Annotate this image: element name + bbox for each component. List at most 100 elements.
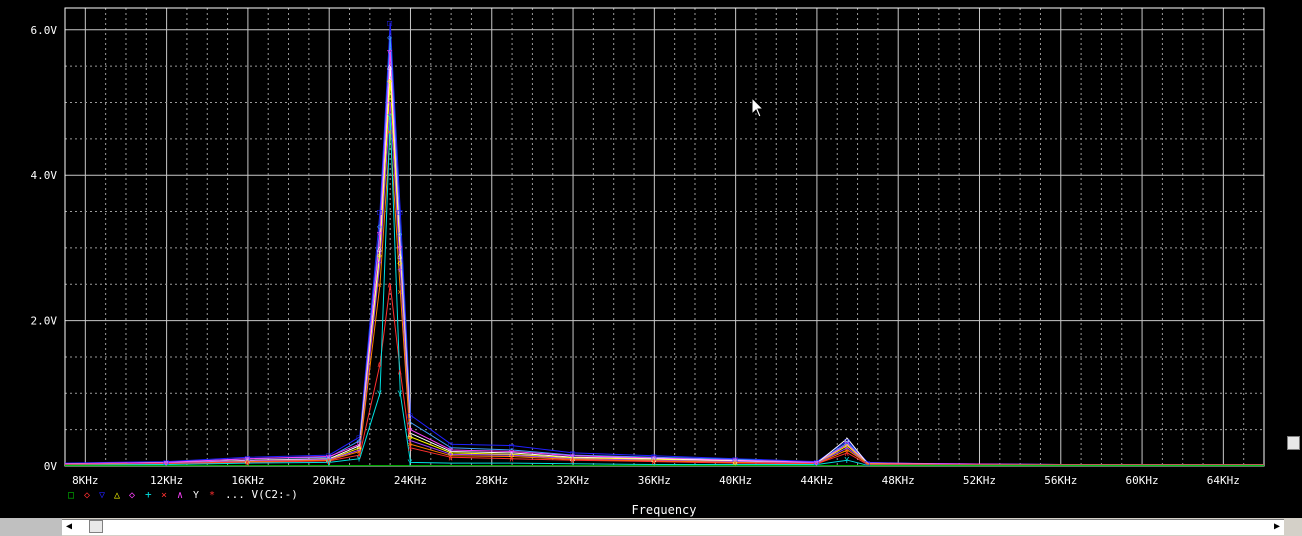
series-marker: + bbox=[509, 451, 514, 460]
series-marker: ◇ bbox=[245, 455, 250, 464]
series-marker: △ bbox=[387, 62, 392, 71]
series-marker: × bbox=[245, 458, 250, 467]
series-marker: ◇ bbox=[651, 455, 656, 464]
series-marker: + bbox=[377, 258, 382, 267]
series-marker: ◇ bbox=[397, 229, 402, 238]
legend: □ ◇ ▽ △ ◇ + × ∧ Y * ... V(C2:-) bbox=[68, 488, 298, 501]
series-marker: × bbox=[407, 440, 412, 449]
series-marker: ▽ bbox=[326, 453, 331, 462]
markers-layer: □ □ □□□□□□□ □□ □ □ □□□◇ ◇ ◇◇◇◇◇◇◇ ◇◇ ◇ ◇ ◇◇▽ ▽ ▽▽▽▽▽▽▽… bbox=[164, 19, 870, 468]
series-marker: Y bbox=[377, 389, 382, 398]
vertical-scrollbar-thumb[interactable] bbox=[1287, 436, 1300, 450]
series-marker: × bbox=[448, 452, 453, 461]
x-tick-labels: 8KHz 12KHz 16KHz 20KHz 24KHz 28KHz 32KHz 36KHz 4… bbox=[72, 474, 1240, 487]
series-marker: ∧ bbox=[397, 367, 402, 376]
x-tick-label: 56KHz bbox=[1044, 474, 1077, 487]
series-line bbox=[64, 66, 1264, 465]
series-marker: □ bbox=[814, 458, 819, 467]
series-marker: △ bbox=[651, 455, 656, 464]
series-marker: △ bbox=[397, 251, 402, 260]
series-marker: ◇ bbox=[377, 222, 382, 231]
series-marker: ◇ bbox=[387, 33, 392, 42]
series-marker: + bbox=[733, 458, 738, 467]
legend-marker-x: × bbox=[161, 490, 167, 501]
series-marker: ∧ bbox=[326, 457, 331, 466]
legend-label: ... V(C2:-) bbox=[225, 488, 298, 501]
series-marker: △ bbox=[844, 434, 849, 443]
legend-marker-caret: ∧ bbox=[177, 490, 183, 501]
legend-marker-plus: + bbox=[145, 488, 152, 501]
series-marker: × bbox=[387, 128, 392, 137]
series-marker: ◇ bbox=[570, 451, 575, 460]
series-marker: ∧ bbox=[377, 360, 382, 369]
series-marker: △ bbox=[570, 453, 575, 462]
series-marker: ▽ bbox=[357, 440, 362, 449]
series-marker: × bbox=[651, 457, 656, 466]
plot-area: □ □ □□□□□□□ □□ □ □ □□□◇ ◇ ◇◇◇◇◇◇◇ ◇◇ ◇ ◇ ◇◇▽ ▽ ▽▽▽▽▽▽▽… bbox=[30, 7, 1265, 517]
series-marker: ◇ bbox=[448, 449, 453, 458]
series-marker: ∧ bbox=[245, 458, 250, 467]
scroll-left-arrow-icon[interactable]: ◀ bbox=[65, 521, 73, 532]
series-marker: ▽ bbox=[387, 48, 392, 57]
series-marker: ▽ bbox=[407, 426, 412, 435]
series-marker: + bbox=[387, 99, 392, 108]
series-marker: ▽ bbox=[448, 446, 453, 455]
legend-marker-diamond: ◇ bbox=[84, 490, 90, 501]
series-marker: × bbox=[377, 280, 382, 289]
series-marker: △ bbox=[245, 456, 250, 465]
series-marker: + bbox=[448, 450, 453, 459]
x-tick-label: 24KHz bbox=[394, 474, 427, 487]
series-marker: + bbox=[407, 437, 412, 446]
scrollbar-thumb[interactable] bbox=[89, 520, 103, 533]
series-marker: + bbox=[651, 456, 656, 465]
series-marker: ∧ bbox=[448, 453, 453, 462]
x-tick-label: 36KHz bbox=[638, 474, 671, 487]
x-tick-label: 16KHz bbox=[231, 474, 264, 487]
y-tick-labels: 0V 2.0V 4.0V 6.0V bbox=[31, 24, 58, 473]
series-marker: ◇ bbox=[397, 258, 402, 267]
scrollbar-left-area bbox=[0, 518, 62, 536]
series-marker: □ bbox=[407, 411, 412, 420]
series-marker: ◇ bbox=[407, 433, 412, 442]
series-marker: ◇ bbox=[651, 453, 656, 462]
series-marker: ◇ bbox=[387, 77, 392, 86]
series-line bbox=[64, 116, 1264, 466]
x-tick-label: 32KHz bbox=[556, 474, 589, 487]
series-marker: × bbox=[844, 446, 849, 455]
series-marker: ∧ bbox=[651, 458, 656, 467]
series-marker: Y bbox=[844, 456, 849, 465]
scrollbar-track[interactable] bbox=[62, 519, 1284, 535]
series-marker: + bbox=[397, 266, 402, 275]
x-tick-label: 64KHz bbox=[1207, 474, 1240, 487]
series-marker: ▽ bbox=[377, 229, 382, 238]
series-marker: ◇ bbox=[733, 455, 738, 464]
series-marker: ▽ bbox=[733, 456, 738, 465]
series-marker: ▽ bbox=[245, 455, 250, 464]
horizontal-scrollbar[interactable]: ◀ ▶ bbox=[0, 518, 1302, 536]
series-marker: ▽ bbox=[651, 454, 656, 463]
series-marker: ◇ bbox=[509, 446, 514, 455]
grid bbox=[65, 8, 1264, 466]
series-marker: ◇ bbox=[326, 455, 331, 464]
series-marker: □ bbox=[397, 208, 402, 217]
x-tick-label: 28KHz bbox=[475, 474, 508, 487]
x-axis-label: Frequency bbox=[631, 503, 696, 517]
series-marker: ◇ bbox=[377, 251, 382, 260]
series-marker: △ bbox=[326, 455, 331, 464]
series-marker: ◇ bbox=[448, 444, 453, 453]
series-marker: ∧ bbox=[844, 449, 849, 458]
series-marker: ◇ bbox=[570, 454, 575, 463]
x-tick-label: 52KHz bbox=[963, 474, 996, 487]
x-tick-label: 44KHz bbox=[800, 474, 833, 487]
scroll-right-arrow-icon[interactable]: ▶ bbox=[1273, 521, 1281, 532]
series-marker: ◇ bbox=[844, 439, 849, 448]
legend-marker-triangle-up: △ bbox=[114, 490, 120, 501]
y-tick-label: 2.0V bbox=[31, 315, 58, 328]
series-marker: □ bbox=[865, 458, 870, 467]
series-marker: + bbox=[844, 444, 849, 453]
series-marker: △ bbox=[357, 442, 362, 451]
series-marker: □ bbox=[448, 440, 453, 449]
series-marker: + bbox=[245, 457, 250, 466]
series-marker: ∧ bbox=[407, 444, 412, 453]
legend-marker-square: □ bbox=[68, 490, 74, 501]
